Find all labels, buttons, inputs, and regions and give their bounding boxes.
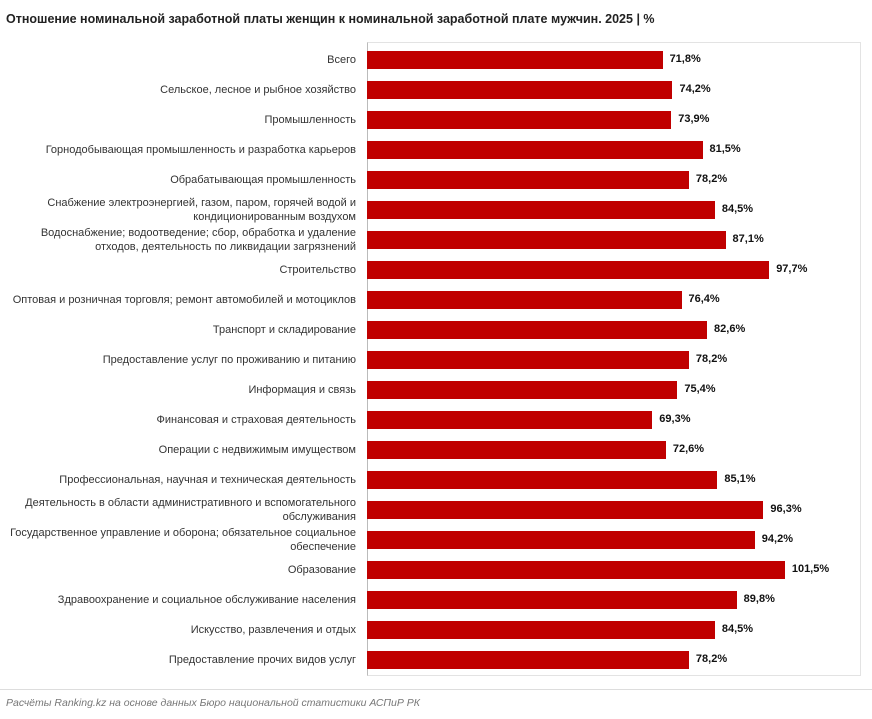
bar <box>367 471 718 489</box>
bar <box>367 441 666 459</box>
value-label: 82,6% <box>714 323 746 335</box>
value-label: 94,2% <box>761 533 793 545</box>
y-tick-label: Водоснабжение; водоотведение; сбор, обра… <box>40 227 356 253</box>
bar <box>367 51 663 69</box>
value-label: 72,6% <box>672 443 705 455</box>
bar <box>367 531 755 549</box>
y-tick-label: Сельское, лесное и рыбное хозяйство <box>160 84 356 96</box>
y-tick-label: Горнодобывающая промышленность и разрабо… <box>45 144 356 156</box>
value-label: 84,5% <box>721 623 754 635</box>
y-tick-label: Промышленность <box>264 114 356 126</box>
value-label: 71,8% <box>669 53 701 65</box>
bar <box>367 291 682 309</box>
value-label: 75,4% <box>684 383 716 395</box>
value-label: 97,7% <box>776 263 808 275</box>
bar <box>367 141 703 159</box>
bar <box>367 411 653 429</box>
bar <box>367 561 785 579</box>
y-tick-label: Государственное управление и оборона; об… <box>10 527 356 553</box>
y-tick-label: Образование <box>287 564 356 576</box>
bar <box>367 351 689 369</box>
value-label: 81,5% <box>709 143 741 155</box>
value-label: 87,1% <box>732 233 764 245</box>
y-tick-label: Транспорт и складирование <box>212 324 356 336</box>
bar <box>367 201 715 219</box>
value-label: 84,5% <box>721 203 754 215</box>
value-label: 69,3% <box>659 413 691 425</box>
value-label: 78,2% <box>695 653 728 665</box>
y-tick-label: Всего <box>327 54 356 66</box>
bar <box>367 591 737 609</box>
bar <box>367 231 726 249</box>
value-label: 76,4% <box>688 293 720 305</box>
bar <box>367 261 770 279</box>
bar <box>367 651 689 669</box>
y-tick-label: Строительство <box>279 264 356 276</box>
value-label: 96,3% <box>770 503 802 515</box>
y-tick-label: Финансовая и страховая деятельность <box>156 414 356 426</box>
y-tick-label: Информация и связь <box>248 384 356 396</box>
bar <box>367 171 689 189</box>
y-tick-label: Здравоохранение и социальное обслуживани… <box>57 594 356 606</box>
y-tick-label: Профессиональная, научная и техническая … <box>59 474 356 486</box>
bar <box>367 381 678 399</box>
y-tick-label: Деятельность в области административного… <box>25 497 356 523</box>
value-label: 78,2% <box>695 173 728 185</box>
separator <box>0 689 872 690</box>
y-tick-label: Обрабатывающая промышленность <box>170 174 356 186</box>
y-tick-label: Искусство, развлечения и отдых <box>190 624 356 636</box>
value-label: 74,2% <box>679 83 711 95</box>
value-label: 78,2% <box>695 353 728 365</box>
value-label: 101,5% <box>791 563 830 575</box>
value-label: 89,8% <box>743 593 775 605</box>
y-tick-label: Операции с недвижимым имуществом <box>158 444 356 456</box>
chart-title: Отношение номинальной заработной платы ж… <box>6 12 655 26</box>
bar <box>367 81 673 99</box>
value-label: 73,9% <box>678 113 710 125</box>
y-tick-label: Снабжение электроэнергией, газом, паром,… <box>47 197 356 223</box>
y-tick-label: Предоставление прочих видов услуг <box>168 654 356 666</box>
bar <box>367 501 764 519</box>
value-label: 85,1% <box>724 473 756 485</box>
bar <box>367 111 672 129</box>
source-note: Расчёты Ranking.kz на основе данных Бюро… <box>6 697 420 709</box>
bar <box>367 621 715 639</box>
y-tick-label: Предоставление услуг по проживанию и пит… <box>102 354 356 366</box>
y-tick-label: Оптовая и розничная торговля; ремонт авт… <box>12 294 356 306</box>
bar <box>367 321 708 339</box>
